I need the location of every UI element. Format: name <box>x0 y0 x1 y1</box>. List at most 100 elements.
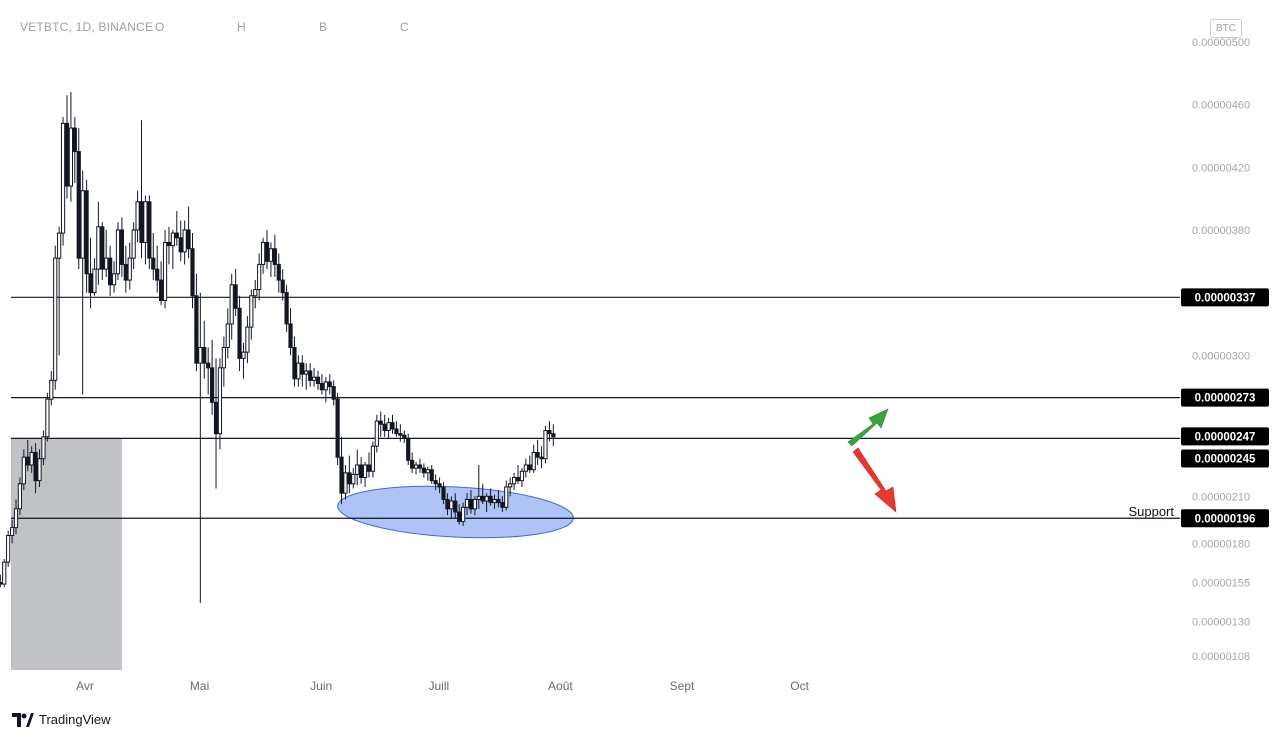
candle-down <box>366 464 372 472</box>
candle-down <box>527 464 532 471</box>
candle-down <box>378 420 383 425</box>
candle-down <box>390 422 395 430</box>
candle-up <box>425 469 430 474</box>
candle-up <box>17 483 23 510</box>
candle-down <box>488 495 493 504</box>
candle-down <box>359 464 364 479</box>
candle-down <box>347 472 352 485</box>
candle-down <box>72 127 77 153</box>
y-tick-label: 0.00000180 <box>1192 538 1250 550</box>
price-tag-bg <box>1181 449 1269 468</box>
y-tick-label: 0.00000108 <box>1192 651 1250 663</box>
candle-up <box>492 498 497 504</box>
candle-up <box>241 351 246 359</box>
support-label: Support <box>1128 504 1174 519</box>
candle-up <box>221 346 226 369</box>
candle-down <box>0 582 3 585</box>
ohlc-low-label: B <box>319 20 328 34</box>
candle-down <box>445 498 450 510</box>
candle-up <box>13 508 19 529</box>
candle-down <box>151 257 156 270</box>
candle-up <box>543 430 548 460</box>
candle-down <box>166 241 172 247</box>
candle-down <box>288 323 293 348</box>
price-tag-bg <box>1181 427 1269 446</box>
x-tick-label: Juin <box>310 679 332 693</box>
y-tick-label: 0.00000420 <box>1192 162 1250 174</box>
candle-up <box>355 464 360 475</box>
candle-down <box>500 502 505 508</box>
candle-down <box>186 229 191 250</box>
candle-up <box>386 422 391 432</box>
price-tag-bg <box>1181 388 1269 407</box>
candle-up <box>135 201 140 231</box>
candle-up <box>268 248 274 262</box>
x-tick-label: Mai <box>190 679 209 693</box>
currency-badge[interactable]: BTC <box>1210 19 1242 38</box>
candle-up <box>519 470 525 482</box>
candle-down <box>178 237 183 253</box>
tradingview-logo[interactable]: TradingView <box>12 712 111 727</box>
candle-up <box>41 436 46 460</box>
x-tick-label: Juill <box>428 679 449 693</box>
candle-down <box>339 456 344 494</box>
candle-up <box>351 473 356 485</box>
candle-up <box>311 376 317 381</box>
candle-up <box>249 295 254 328</box>
y-tick-label: 0.00000460 <box>1192 100 1250 112</box>
candle-down <box>319 383 325 391</box>
candle-up <box>104 257 109 270</box>
price-tag-label: 0.00000337 <box>1195 292 1256 304</box>
candle-down <box>551 433 556 438</box>
candle-down <box>382 423 387 432</box>
candle-up <box>245 326 250 353</box>
y-tick-label: 0.00000300 <box>1192 350 1250 362</box>
candle-up <box>362 464 368 479</box>
candle-down <box>496 498 501 504</box>
candle-up <box>523 464 528 472</box>
candle-down <box>190 248 195 297</box>
candle-up <box>68 127 74 187</box>
candle-up <box>461 506 466 522</box>
price-tag-bg <box>1181 288 1269 307</box>
candle-down <box>280 279 285 294</box>
ohlc-close-label: C <box>400 20 409 34</box>
x-tick-label: Oct <box>790 679 809 693</box>
bullish-arrow-icon <box>847 408 889 447</box>
candle-up <box>162 241 168 301</box>
shaded-region <box>11 438 122 670</box>
candle-up <box>304 370 309 375</box>
candle-up <box>170 232 175 247</box>
candle-down <box>331 386 336 400</box>
tradingview-icon <box>12 712 34 727</box>
candle-down <box>213 401 219 435</box>
candle-down <box>25 456 30 466</box>
candle-down <box>292 346 297 380</box>
candle-down <box>76 151 81 259</box>
candle-down <box>421 467 426 474</box>
y-tick-label: 0.00000155 <box>1192 578 1250 590</box>
candle-up <box>374 420 379 447</box>
candle-down <box>327 381 332 388</box>
y-tick-label: 0.00000380 <box>1192 225 1250 237</box>
candle-down <box>108 257 113 286</box>
candle-down <box>402 434 407 439</box>
candle-up <box>9 527 15 537</box>
y-tick-label: 0.00000210 <box>1192 491 1250 503</box>
candle-up <box>96 226 101 270</box>
candle-down <box>480 495 485 502</box>
candle-down <box>264 241 270 262</box>
candle-up <box>260 241 266 265</box>
candle-down <box>453 500 458 513</box>
symbol-label: VETBTC, 1D, BINANCE <box>20 20 154 34</box>
candle-down <box>174 232 179 239</box>
candle-up <box>484 495 489 502</box>
candle-down <box>437 483 442 488</box>
candle-down <box>119 229 124 265</box>
candle-up <box>92 268 97 294</box>
candle-down <box>335 398 340 458</box>
candle-up <box>370 445 376 472</box>
bearish-arrow-icon <box>852 447 897 513</box>
brand-name: TradingView <box>39 712 111 727</box>
